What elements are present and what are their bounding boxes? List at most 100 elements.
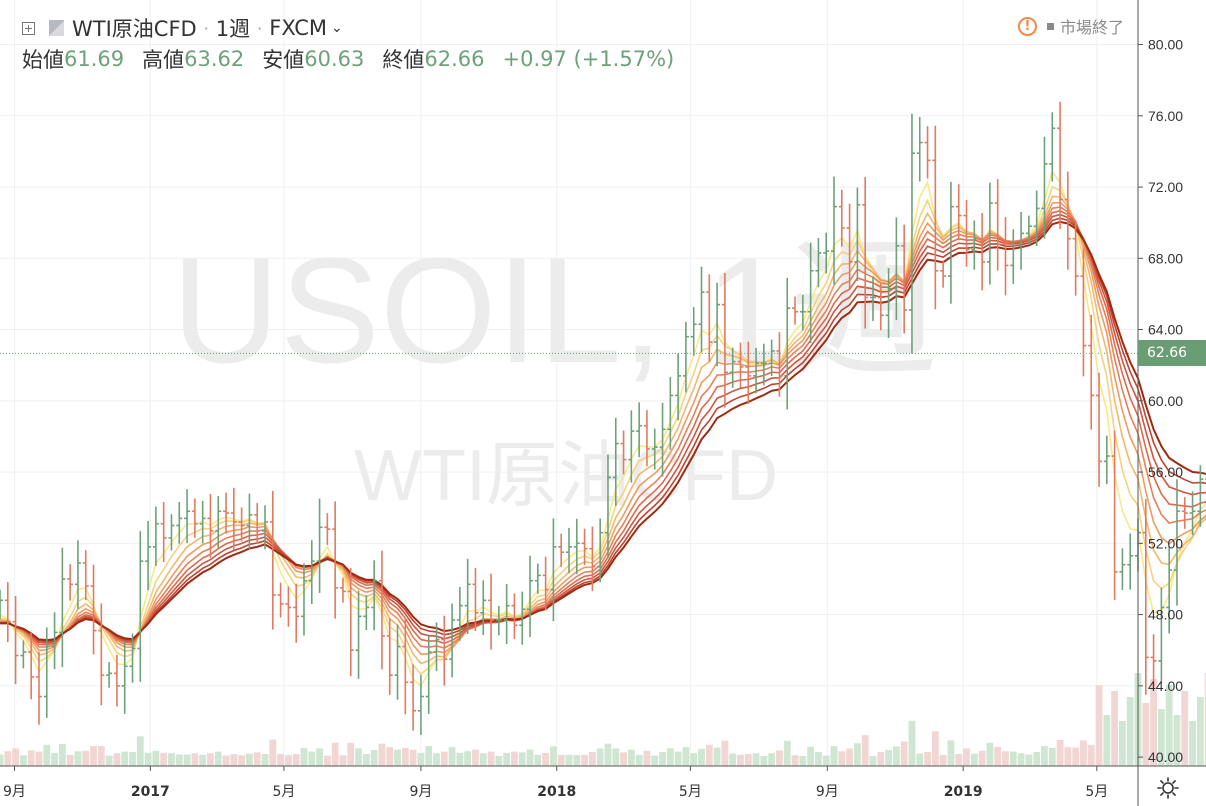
- y-tick-label: 60.00: [1148, 393, 1183, 409]
- close-label: 終値: [382, 48, 425, 72]
- ohlc-bar: [269, 490, 276, 630]
- ohlc-bar: [82, 550, 89, 601]
- ohlc-bar: [893, 217, 900, 321]
- ohlc-bar: [363, 595, 370, 630]
- ohlc-bar: [745, 341, 752, 404]
- ohlc-bar: [402, 617, 409, 715]
- expand-icon[interactable]: [22, 21, 35, 35]
- ohlc-bar: [846, 203, 853, 289]
- volume-bar: [35, 751, 43, 766]
- ma-line: [0, 201, 1206, 656]
- ohlc-bar: [464, 558, 471, 634]
- ohlc-bar: [573, 518, 580, 575]
- ohlc-bar: [300, 563, 307, 636]
- volume-bar: [783, 740, 791, 766]
- ohlc-bar: [1064, 171, 1071, 270]
- market-status: ! 市場終了: [1017, 14, 1124, 38]
- ohlc-bar: [643, 410, 650, 467]
- volume-bar: [721, 740, 729, 766]
- high-label: 高値: [142, 48, 185, 72]
- volume-bar: [1189, 721, 1196, 766]
- ohlc-bar: [947, 181, 954, 304]
- ohlc-bar: [558, 533, 565, 567]
- volume-bar: [666, 748, 674, 766]
- watermark-ticker: USOIL, 1週: [172, 226, 939, 394]
- ohlc-bar: [753, 347, 760, 394]
- volume-bar: [978, 750, 986, 766]
- ohlc-bar: [604, 454, 611, 559]
- ohlc-bar: [1049, 112, 1056, 182]
- low-value: 60.63: [304, 47, 365, 71]
- ohlc-bar: [1173, 479, 1180, 606]
- ohlc-bar: [277, 582, 284, 618]
- ohlc-bar: [1018, 211, 1025, 270]
- volume-bar: [144, 752, 152, 766]
- chevron-down-icon[interactable]: ⌄: [331, 20, 343, 36]
- ohlc-bar: [230, 487, 237, 551]
- volume-bar: [175, 754, 183, 766]
- ohlc-bar: [113, 654, 120, 707]
- ohlc-bar: [963, 199, 970, 267]
- volume-bar: [136, 736, 144, 766]
- ohlc-bar: [877, 284, 884, 331]
- ohlc-bar: [542, 556, 549, 611]
- volume-bar: [854, 743, 861, 766]
- exchange-label[interactable]: FXCM: [269, 16, 327, 40]
- volume-bar: [456, 752, 464, 766]
- moving-average-ribbon: [0, 169, 1206, 688]
- last-price-tag: 62.66: [1138, 340, 1206, 367]
- ohlc-bar: [784, 277, 791, 410]
- volume-bar: [1150, 679, 1157, 766]
- volume-bar: [744, 754, 752, 766]
- x-tick-label: 2017: [131, 784, 170, 800]
- ma-line: [0, 213, 1206, 644]
- volume-bar: [448, 747, 456, 766]
- gear-icon[interactable]: [1156, 776, 1180, 800]
- ohlc-bar: [799, 294, 806, 331]
- volume-bar: [1204, 673, 1206, 766]
- volume-bar: [464, 751, 472, 766]
- ohlc-bar: [932, 125, 939, 310]
- ohlc-bar: [1166, 546, 1173, 634]
- volume-bar: [1173, 715, 1181, 766]
- ohlc-bar: [1033, 190, 1040, 247]
- volume-bar: [542, 752, 550, 766]
- ohlc-bar: [160, 502, 167, 563]
- warning-icon[interactable]: !: [1017, 16, 1037, 36]
- interval-label[interactable]: 1週: [215, 17, 251, 41]
- volume-bar: [4, 751, 12, 766]
- ohlc-bars: [0, 101, 1206, 735]
- ohlc-bar: [98, 603, 105, 706]
- volume-bar: [495, 756, 503, 766]
- ohlc-bar: [20, 640, 27, 669]
- ohlc-bar: [308, 540, 315, 604]
- x-tick-label: 9月: [816, 784, 839, 800]
- separator-dot: ·: [257, 18, 263, 38]
- volume-bar: [1025, 754, 1033, 766]
- volume-bar: [861, 735, 869, 766]
- volume-bar: [892, 746, 900, 766]
- ohlc-bar: [589, 526, 596, 592]
- ohlc-bar: [43, 627, 50, 718]
- ohlc-bar: [238, 507, 245, 542]
- volume-bar: [323, 755, 331, 766]
- ohlc-bar: [1119, 548, 1126, 590]
- volume-bar: [1165, 685, 1173, 766]
- ohlc-bar: [1158, 587, 1165, 683]
- ohlc-bar: [527, 555, 534, 638]
- ohlc-bar: [721, 272, 728, 408]
- volume-bar: [43, 744, 51, 766]
- volume-bar: [838, 751, 846, 766]
- volume-bar: [207, 753, 214, 766]
- symbol-name[interactable]: WTI原油CFD: [72, 17, 197, 41]
- x-tick-label: 2018: [537, 784, 576, 800]
- ohlc-bar: [690, 307, 697, 356]
- ohlc-bar: [955, 184, 962, 241]
- ma-line: [0, 206, 1206, 649]
- ohlc-bar: [1127, 533, 1134, 590]
- volume-bar: [440, 751, 448, 766]
- volume-bar: [963, 748, 970, 766]
- ohlc-bar: [28, 631, 35, 700]
